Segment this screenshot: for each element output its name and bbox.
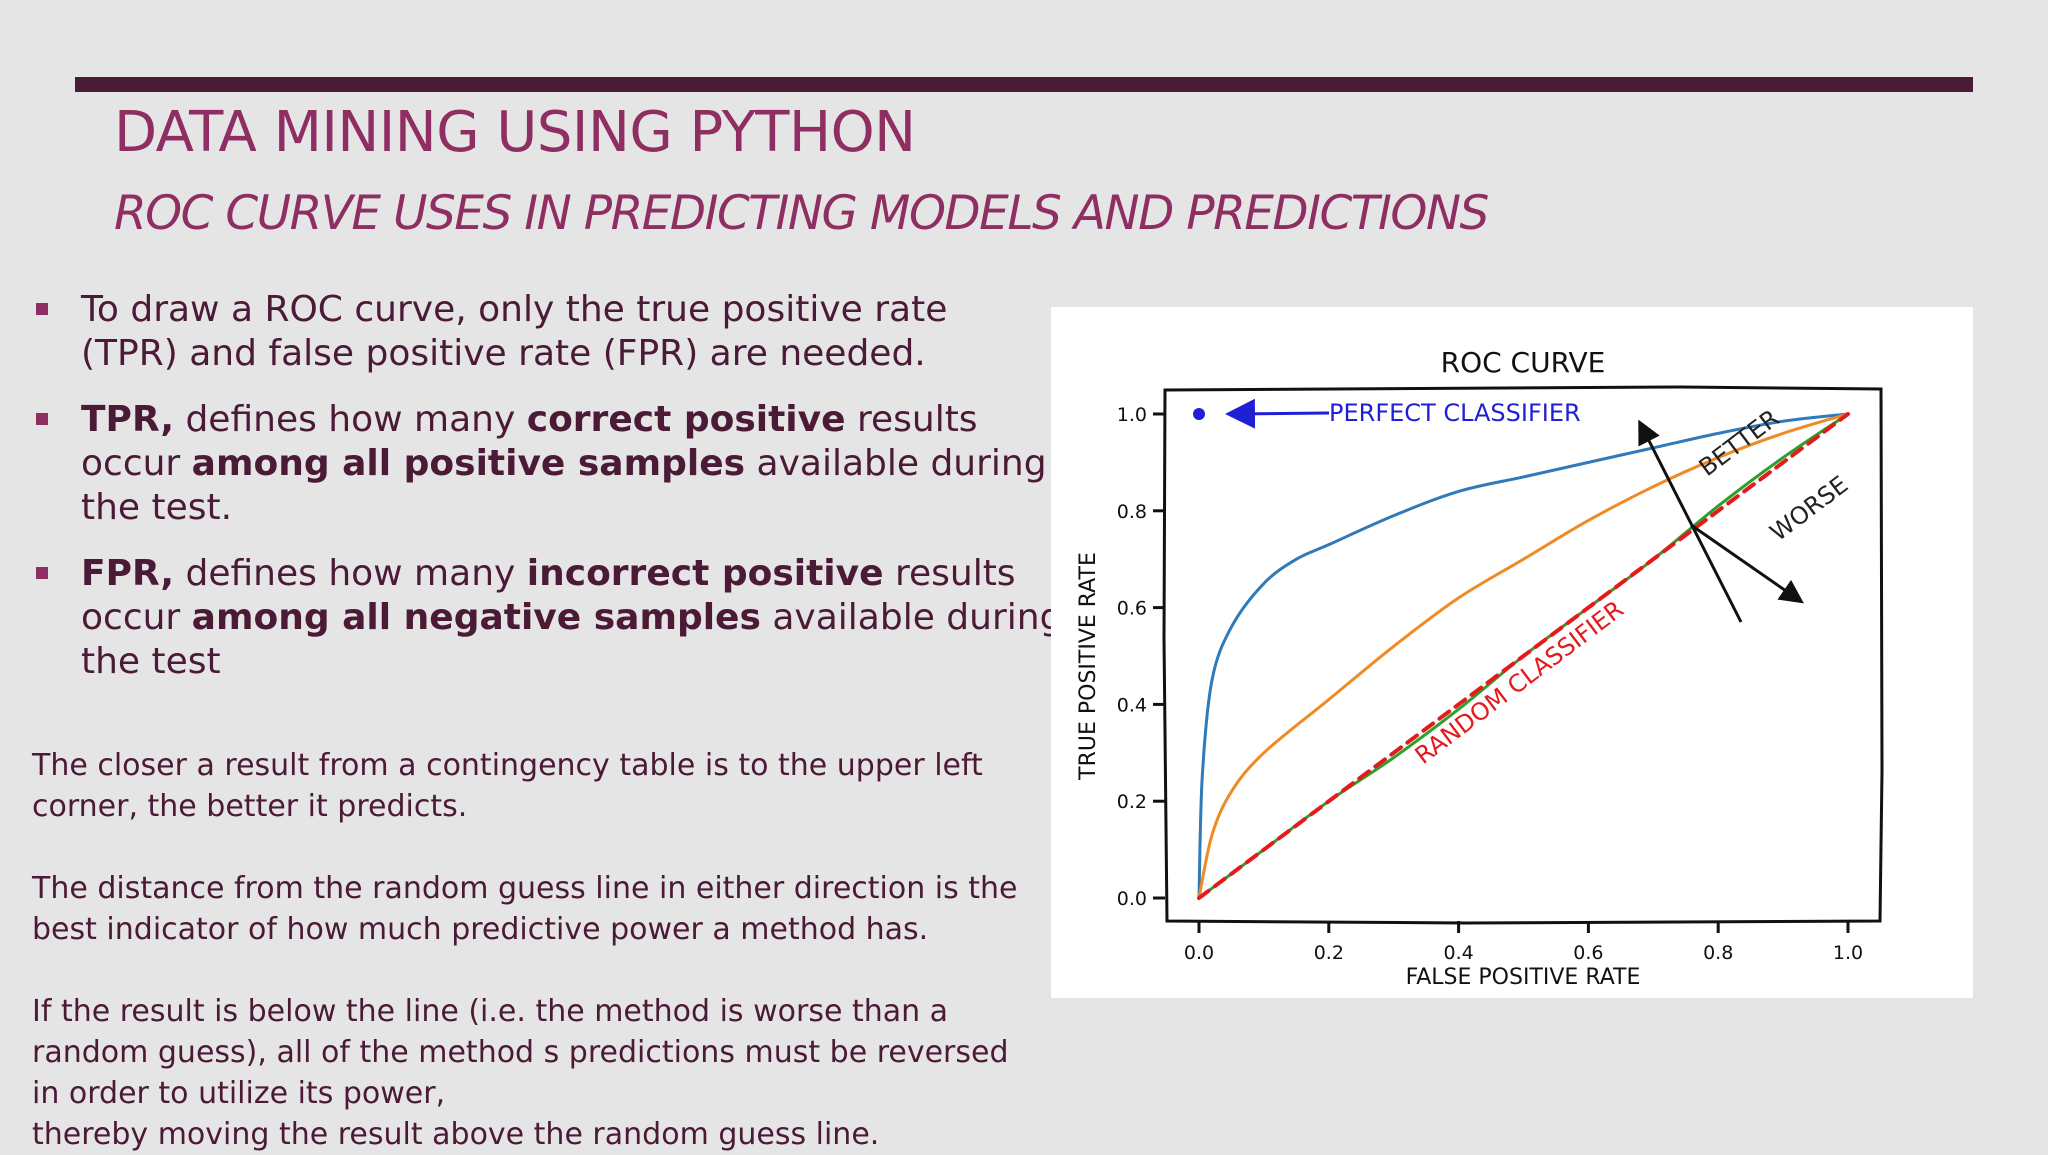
bullet-text: occur <box>81 597 192 638</box>
roc-chart: ROC CURVE 0.0 0.0 0.2 0.2 0.4 0.4 0.6 0.6 0.8 0.8 1… <box>1051 307 1973 998</box>
x-tick-label: 0.0 <box>1184 942 1214 964</box>
bullet-line: occur among all positive samples availab… <box>81 442 1024 486</box>
bullet-text: available during <box>761 597 1063 638</box>
bullet-text: To draw a ROC curve, only the true posit… <box>81 289 947 330</box>
bullet-text: the test. <box>81 487 232 528</box>
bullet-line: FPR, defines how many incorrect positive… <box>81 552 1024 596</box>
x-tick-label: 0.4 <box>1443 942 1473 964</box>
paragraph-line: in order to utilize its power, <box>32 1073 1032 1114</box>
bullet-line: (TPR) and false positive rate (FPR) are … <box>81 332 1024 376</box>
perfect-classifier-arrow <box>1231 413 1329 414</box>
y-axis-label: TRUE POSITIVE RATE <box>1076 552 1101 781</box>
bullet-text: defines how many <box>174 553 527 594</box>
bullet-text: defines how many <box>174 399 527 440</box>
title-rule <box>75 77 1973 92</box>
bullet-marker-icon <box>36 303 48 315</box>
bullet-text: results <box>846 399 978 440</box>
y-tick-label: 0.2 <box>1117 791 1147 813</box>
bullet-line: To draw a ROC curve, only the true posit… <box>81 288 1024 332</box>
y-tick-label: 0.8 <box>1117 501 1147 523</box>
slide-title: DATA MINING USING PYTHON <box>114 100 916 165</box>
bullet-bold-text: among all positive samples <box>192 443 745 484</box>
y-tick-label: 0.6 <box>1117 598 1147 620</box>
y-tick-label: 1.0 <box>1117 404 1147 426</box>
body-paragraph: The closer a result from a contingency t… <box>32 745 1032 827</box>
body-paragraph: The distance from the random guess line … <box>32 868 1032 950</box>
x-tick-label: 0.8 <box>1703 942 1733 964</box>
bullet-marker-icon <box>36 413 48 425</box>
paragraph-line: random guess), all of the method s predi… <box>32 1032 1032 1073</box>
paragraph-line: The distance from the random guess line … <box>32 868 1032 909</box>
bullet-list: To draw a ROC curve, only the true posit… <box>34 288 1024 706</box>
paragraph-line: best indicator of how much predictive po… <box>32 909 1032 950</box>
x-tick-label: 0.2 <box>1314 942 1344 964</box>
body-paragraphs: The closer a result from a contingency t… <box>32 745 1032 1155</box>
chart-title: ROC CURVE <box>1441 346 1606 379</box>
bullet-bold-text: TPR, <box>81 399 174 440</box>
paragraph-line: The closer a result from a contingency t… <box>32 745 1032 786</box>
perfect-classifier-point <box>1193 408 1205 420</box>
bullet-line: the test. <box>81 486 1024 530</box>
bullet-bold-text: FPR, <box>81 553 174 594</box>
x-tick-label: 1.0 <box>1833 942 1863 964</box>
body-paragraph: If the result is below the line (i.e. th… <box>32 991 1032 1155</box>
bullet-item: To draw a ROC curve, only the true posit… <box>34 288 1024 376</box>
roc-chart-card: ROC CURVE 0.0 0.0 0.2 0.2 0.4 0.4 0.6 0.6 0.8 0.8 1… <box>1051 307 1973 998</box>
worse-label: WORSE <box>1765 470 1853 546</box>
bullet-line: occur among all negative samples availab… <box>81 596 1024 640</box>
bullet-text: results <box>884 553 1016 594</box>
slide-subtitle: ROC CURVE USES IN PREDICTING MODELS AND … <box>114 186 1488 241</box>
bullet-item: TPR, defines how many correct positive r… <box>34 398 1024 530</box>
random-classifier-line <box>1199 414 1848 898</box>
bullet-bold-text: correct positive <box>527 399 846 440</box>
y-tick-label: 0.0 <box>1117 888 1147 910</box>
bullet-text: occur <box>81 443 192 484</box>
paragraph-line: corner, the better it predicts. <box>32 786 1032 827</box>
bullet-line: TPR, defines how many correct positive r… <box>81 398 1024 442</box>
perfect-classifier-label: PERFECT CLASSIFIER <box>1329 399 1581 427</box>
bullet-item: FPR, defines how many incorrect positive… <box>34 552 1024 684</box>
bullet-bold-text: incorrect positive <box>527 553 884 594</box>
bullet-text: (TPR) and false positive rate (FPR) are … <box>81 333 926 374</box>
better-label: BETTER <box>1694 404 1785 482</box>
y-tick-label: 0.4 <box>1117 694 1147 716</box>
bullet-bold-text: among all negative samples <box>192 597 761 638</box>
paragraph-line: If the result is below the line (i.e. th… <box>32 991 1032 1032</box>
x-tick-label: 0.6 <box>1573 942 1603 964</box>
paragraph-line: thereby moving the result above the rand… <box>32 1114 1032 1155</box>
random-classifier-label: RANDOM CLASSIFIER <box>1410 595 1629 770</box>
bullet-marker-icon <box>36 567 48 579</box>
bullet-text: available during <box>745 443 1047 484</box>
x-axis-label: FALSE POSITIVE RATE <box>1406 965 1641 990</box>
bullet-line: the test <box>81 640 1024 684</box>
bullet-text: the test <box>81 641 221 682</box>
